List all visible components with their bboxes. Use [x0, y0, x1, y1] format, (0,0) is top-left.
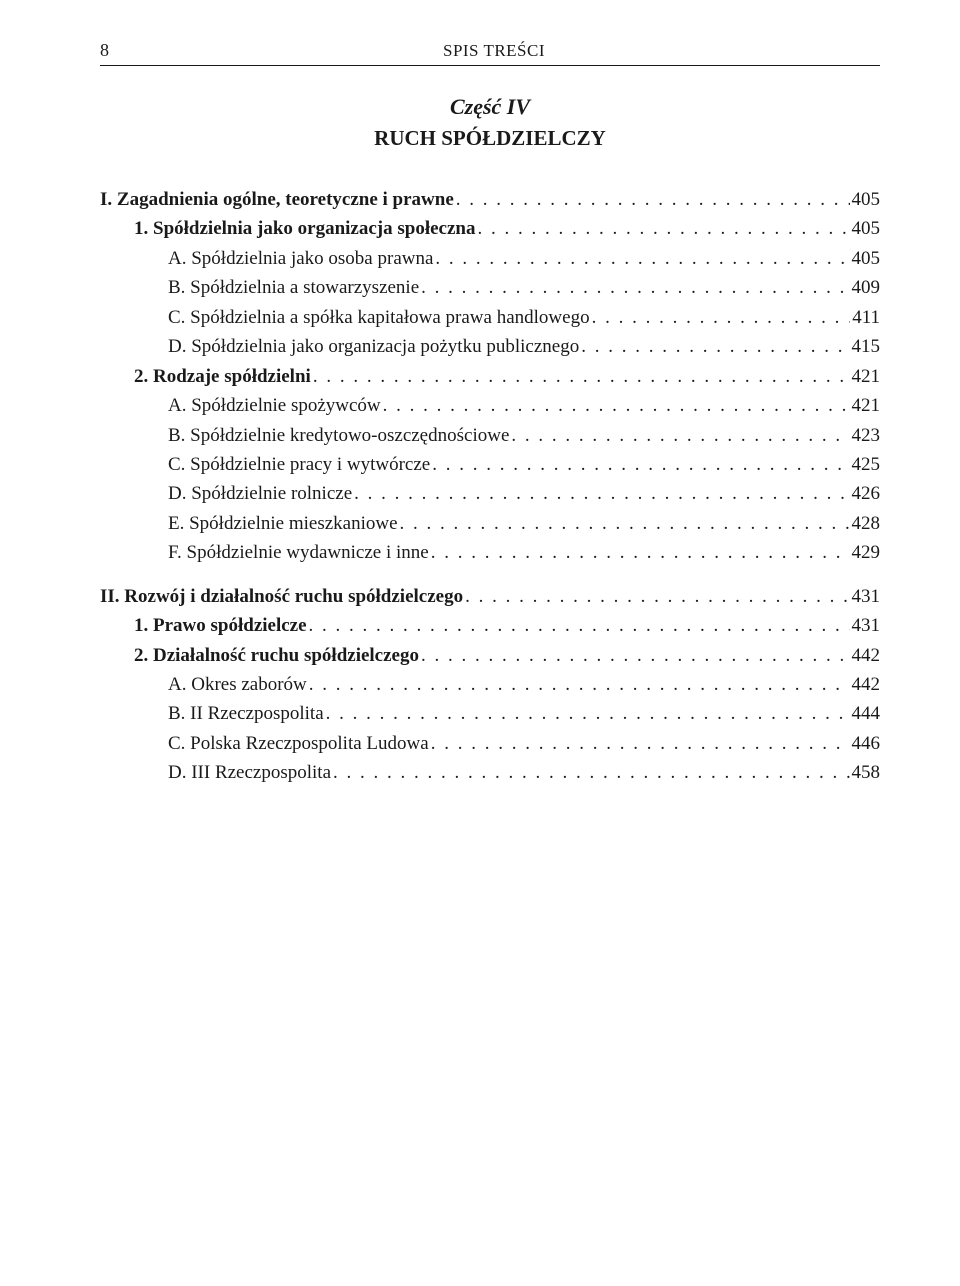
toc-entry-page: 423	[852, 421, 881, 450]
running-title: SPIS TREŚCI	[443, 41, 545, 61]
toc-entry-page: 425	[852, 450, 881, 479]
toc-row: E. Spółdzielnie mieszkaniowe 428	[100, 509, 880, 538]
toc-leader-dots	[432, 450, 849, 479]
toc-leader-dots	[511, 421, 849, 450]
toc-leader-dots	[465, 582, 849, 611]
page: 8 SPIS TREŚCI Część IV RUCH SPÓŁDZIELCZY…	[0, 0, 960, 848]
toc-entry-label: E. Spółdzielnie mieszkaniowe	[168, 509, 398, 538]
toc-entry-page: 421	[852, 391, 881, 420]
toc-entry-label: B. II Rzeczpospolita	[168, 699, 324, 728]
toc-leader-dots	[313, 362, 850, 391]
toc-spacer	[100, 568, 880, 582]
header-rule	[100, 65, 880, 66]
toc-entry-label: B. Spółdzielnie kredytowo-oszczędnościow…	[168, 421, 509, 450]
toc-row: B. Spółdzielnia a stowarzyszenie 409	[100, 273, 880, 302]
toc-entry-label: A. Spółdzielnie spożywców	[168, 391, 381, 420]
toc-leader-dots	[326, 699, 850, 728]
toc-row: I. Zagadnienia ogólne, teoretyczne i pra…	[100, 185, 880, 214]
toc-leader-dots	[581, 332, 849, 361]
toc-leader-dots	[456, 185, 850, 214]
page-number: 8	[100, 40, 109, 61]
toc-leader-dots	[435, 244, 849, 273]
toc-entry-label: D. Spółdzielnie rolnicze	[168, 479, 352, 508]
toc-row: 1. Spółdzielnia jako organizacja społecz…	[100, 214, 880, 243]
toc-leader-dots	[383, 391, 850, 420]
toc-leader-dots	[309, 670, 850, 699]
toc-entry-label: II. Rozwój i działalność ruchu spółdziel…	[100, 582, 463, 611]
toc-entry-page: 429	[852, 538, 881, 567]
toc-entry-label: C. Polska Rzeczpospolita Ludowa	[168, 729, 429, 758]
toc-leader-dots	[431, 538, 850, 567]
part-title: RUCH SPÓŁDZIELCZY	[100, 126, 880, 151]
toc-leader-dots	[333, 758, 849, 787]
toc-entry-label: A. Okres zaborów	[168, 670, 307, 699]
toc-row: B. II Rzeczpospolita 444	[100, 699, 880, 728]
toc-row: A. Spółdzielnie spożywców 421	[100, 391, 880, 420]
toc-leader-dots	[431, 729, 850, 758]
toc-row: II. Rozwój i działalność ruchu spółdziel…	[100, 582, 880, 611]
toc-entry-label: D. III Rzeczpospolita	[168, 758, 331, 787]
toc-entry-page: 405	[852, 214, 881, 243]
toc-entry-page: 411	[852, 303, 880, 332]
toc-entry-page: 415	[852, 332, 881, 361]
toc-entry-page: 431	[852, 611, 881, 640]
part-label: Część IV	[100, 94, 880, 120]
toc-entry-page: 409	[852, 273, 881, 302]
toc-entry-page: 426	[852, 479, 881, 508]
toc-row: C. Spółdzielnia a spółka kapitałowa praw…	[100, 303, 880, 332]
toc-entry-label: I. Zagadnienia ogólne, teoretyczne i pra…	[100, 185, 454, 214]
toc-entry-label: C. Spółdzielnie pracy i wytwórcze	[168, 450, 430, 479]
toc-row: A. Okres zaborów 442	[100, 670, 880, 699]
toc-entry-page: 405	[852, 244, 881, 273]
toc-entry-label: B. Spółdzielnia a stowarzyszenie	[168, 273, 419, 302]
toc-leader-dots	[592, 303, 851, 332]
toc-entry-page: 428	[852, 509, 881, 538]
toc-entry-label: D. Spółdzielnia jako organizacja pożytku…	[168, 332, 579, 361]
toc-entry-page: 405	[852, 185, 881, 214]
toc-entry-page: 442	[852, 670, 881, 699]
toc-entry-label: A. Spółdzielnia jako osoba prawna	[168, 244, 433, 273]
toc-row: D. Spółdzielnie rolnicze 426	[100, 479, 880, 508]
toc-row: C. Polska Rzeczpospolita Ludowa 446	[100, 729, 880, 758]
toc-entry-page: 446	[852, 729, 881, 758]
toc-row: C. Spółdzielnie pracy i wytwórcze 425	[100, 450, 880, 479]
toc-entry-label: C. Spółdzielnia a spółka kapitałowa praw…	[168, 303, 590, 332]
toc-leader-dots	[400, 509, 850, 538]
running-header: 8 SPIS TREŚCI	[100, 40, 880, 61]
toc-leader-dots	[354, 479, 849, 508]
toc-row: 1. Prawo spółdzielcze 431	[100, 611, 880, 640]
toc-row: A. Spółdzielnia jako osoba prawna 405	[100, 244, 880, 273]
toc-entry-page: 444	[852, 699, 881, 728]
table-of-contents: I. Zagadnienia ogólne, teoretyczne i pra…	[100, 185, 880, 788]
toc-leader-dots	[477, 214, 849, 243]
toc-leader-dots	[421, 641, 850, 670]
toc-row: 2. Działalność ruchu spółdzielczego 442	[100, 641, 880, 670]
toc-entry-page: 421	[852, 362, 881, 391]
toc-leader-dots	[309, 611, 850, 640]
toc-row: B. Spółdzielnie kredytowo-oszczędnościow…	[100, 421, 880, 450]
toc-entry-page: 458	[852, 758, 881, 787]
toc-entry-label: 1. Prawo spółdzielcze	[134, 611, 307, 640]
toc-entry-page: 431	[852, 582, 881, 611]
toc-entry-label: 2. Działalność ruchu spółdzielczego	[134, 641, 419, 670]
toc-leader-dots	[421, 273, 849, 302]
toc-row: 2. Rodzaje spółdzielni 421	[100, 362, 880, 391]
toc-entry-label: 1. Spółdzielnia jako organizacja społecz…	[134, 214, 475, 243]
toc-row: D. Spółdzielnia jako organizacja pożytku…	[100, 332, 880, 361]
toc-row: D. III Rzeczpospolita 458	[100, 758, 880, 787]
toc-entry-label: 2. Rodzaje spółdzielni	[134, 362, 311, 391]
toc-row: F. Spółdzielnie wydawnicze i inne 429	[100, 538, 880, 567]
toc-entry-page: 442	[852, 641, 881, 670]
toc-entry-label: F. Spółdzielnie wydawnicze i inne	[168, 538, 429, 567]
